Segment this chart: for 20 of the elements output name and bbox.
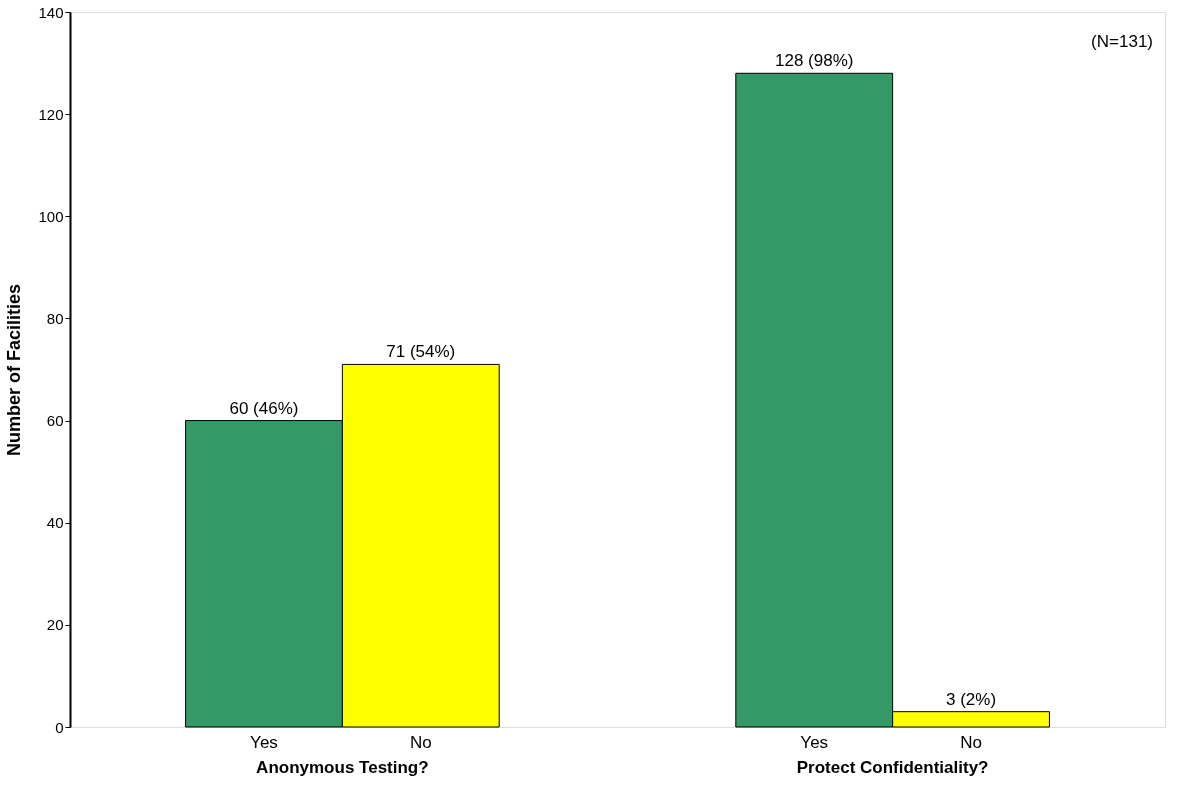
series-label: No (409, 733, 432, 752)
y-tick-label: 100 (38, 207, 64, 225)
y-tick-label: 80 (46, 309, 64, 327)
x-tick-label: Protect Confidentiality? (796, 757, 989, 777)
y-tick-label: 140 (38, 3, 64, 21)
data-label: 60 (46%) (229, 398, 299, 418)
y-tick-label: 60 (46, 412, 64, 430)
text: Yes (800, 733, 829, 752)
text: No (960, 733, 982, 752)
data-label: 3 (2%) (946, 689, 997, 709)
data-label: 128 (98%) (775, 51, 854, 71)
y-tick-label: 40 (46, 514, 64, 532)
y-tick-label: 0 (55, 718, 64, 736)
series-label: Yes (250, 733, 278, 752)
y-tick-label: 120 (38, 105, 64, 123)
annotation: (N=131) (1091, 32, 1153, 51)
x-tick-label: Anonymous Testing? (256, 757, 429, 777)
data-label: 71 (54%) (386, 342, 456, 362)
y-tick-label: 20 (46, 616, 64, 634)
y-axis-title: Number of Facilities (4, 283, 25, 457)
